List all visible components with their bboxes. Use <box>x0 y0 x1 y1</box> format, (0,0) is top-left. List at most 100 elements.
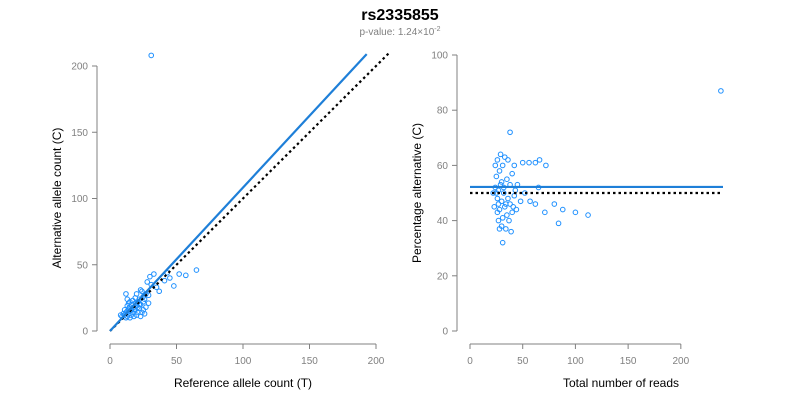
reference-line <box>109 51 391 332</box>
y-axis-label: Alternative allele count (C) <box>50 128 64 269</box>
subtitle-prefix: p-value: 1.24×10 <box>359 27 434 38</box>
data-point <box>555 220 562 227</box>
data-point <box>509 209 515 216</box>
data-point <box>500 190 507 196</box>
chart-subtitle: p-value: 1.24×10-2 <box>359 26 440 38</box>
data-point <box>511 162 518 169</box>
chart-title: rs2335855 <box>361 7 439 24</box>
data-point <box>494 195 501 202</box>
data-point <box>532 201 539 207</box>
data-point <box>143 304 149 310</box>
data-point <box>517 198 524 205</box>
data-point <box>511 192 518 199</box>
subtitle-exponent: -2 <box>434 26 440 33</box>
x-tick-label: 200 <box>368 356 385 367</box>
x-tick-label: 150 <box>301 356 318 367</box>
data-point <box>139 288 145 295</box>
data-point <box>144 279 151 285</box>
data-point <box>513 206 520 213</box>
data-point <box>496 168 503 174</box>
data-point <box>139 309 145 316</box>
data-point <box>161 277 168 284</box>
data-point <box>123 291 129 297</box>
data-point <box>171 283 177 289</box>
data-point <box>498 198 505 205</box>
data-point <box>117 312 124 318</box>
data-point <box>490 190 496 196</box>
data-point <box>542 209 548 216</box>
data-point <box>167 275 173 281</box>
data-point <box>498 179 505 185</box>
y-tick-label: 50 <box>77 260 89 271</box>
y-tick-label: 0 <box>442 327 448 338</box>
data-point <box>526 159 532 166</box>
y-tick-label: 0 <box>82 327 88 338</box>
data-point <box>131 313 137 320</box>
data-point <box>140 299 147 305</box>
y-axis-label: Percentage alternative (C) <box>410 123 424 263</box>
data-point <box>147 273 153 280</box>
data-point <box>145 300 152 306</box>
data-point <box>495 217 502 224</box>
data-point <box>497 151 504 158</box>
data-point <box>503 201 509 207</box>
data-point <box>503 226 509 232</box>
data-point <box>572 209 579 216</box>
data-point <box>495 201 502 207</box>
y-tick-label: 80 <box>437 106 449 117</box>
data-point <box>504 212 510 218</box>
data-point <box>156 288 163 295</box>
data-point <box>501 154 508 160</box>
data-point <box>505 157 511 163</box>
data-point <box>536 157 543 163</box>
y-tick-label: 60 <box>437 161 449 172</box>
data-point <box>183 272 189 279</box>
data-point <box>193 267 200 273</box>
data-point <box>492 162 499 169</box>
data-point <box>151 271 157 277</box>
x-tick-label: 100 <box>567 356 584 367</box>
data-point <box>491 204 498 210</box>
x-tick-label: 0 <box>467 356 473 367</box>
data-point <box>493 173 500 180</box>
data-point <box>499 239 506 246</box>
data-point <box>551 201 558 207</box>
y-tick-label: 20 <box>437 271 449 282</box>
data-point <box>507 129 513 136</box>
data-point <box>504 176 510 182</box>
y-tick-label: 40 <box>437 216 449 227</box>
y-tick-label: 200 <box>71 62 88 73</box>
y-tick-label: 100 <box>71 194 88 205</box>
x-axis-label: Reference allele count (T) <box>174 376 312 390</box>
data-point <box>124 303 131 309</box>
data-point <box>121 307 128 313</box>
data-point <box>494 209 501 216</box>
x-tick-label: 100 <box>235 356 252 367</box>
data-point <box>519 159 526 166</box>
data-point <box>505 195 511 202</box>
fit-line <box>109 53 368 332</box>
data-point <box>148 52 155 59</box>
data-point <box>527 198 533 205</box>
data-point <box>137 287 144 293</box>
data-point <box>718 88 724 94</box>
x-tick-label: 150 <box>620 356 637 367</box>
left-panel: 0 50 100 150 200 0 50 100 150 200 Reference allele… <box>50 51 391 390</box>
y-tick-label: 150 <box>71 128 88 139</box>
data-point <box>559 206 566 213</box>
x-tick-label: 50 <box>517 356 529 367</box>
data-point <box>506 217 512 224</box>
data-point <box>509 170 515 177</box>
x-tick-label: 50 <box>171 356 183 367</box>
data-point <box>499 162 506 169</box>
data-point <box>508 228 514 235</box>
data-point <box>499 215 506 221</box>
y-tick-label: 100 <box>431 51 448 62</box>
right-panel: 0 50 100 150 200 0 20 40 60 80 100 Total number of … <box>410 51 724 390</box>
data-point <box>512 187 519 194</box>
data-point <box>141 310 148 317</box>
data-point <box>496 226 503 232</box>
data-point <box>543 162 549 169</box>
